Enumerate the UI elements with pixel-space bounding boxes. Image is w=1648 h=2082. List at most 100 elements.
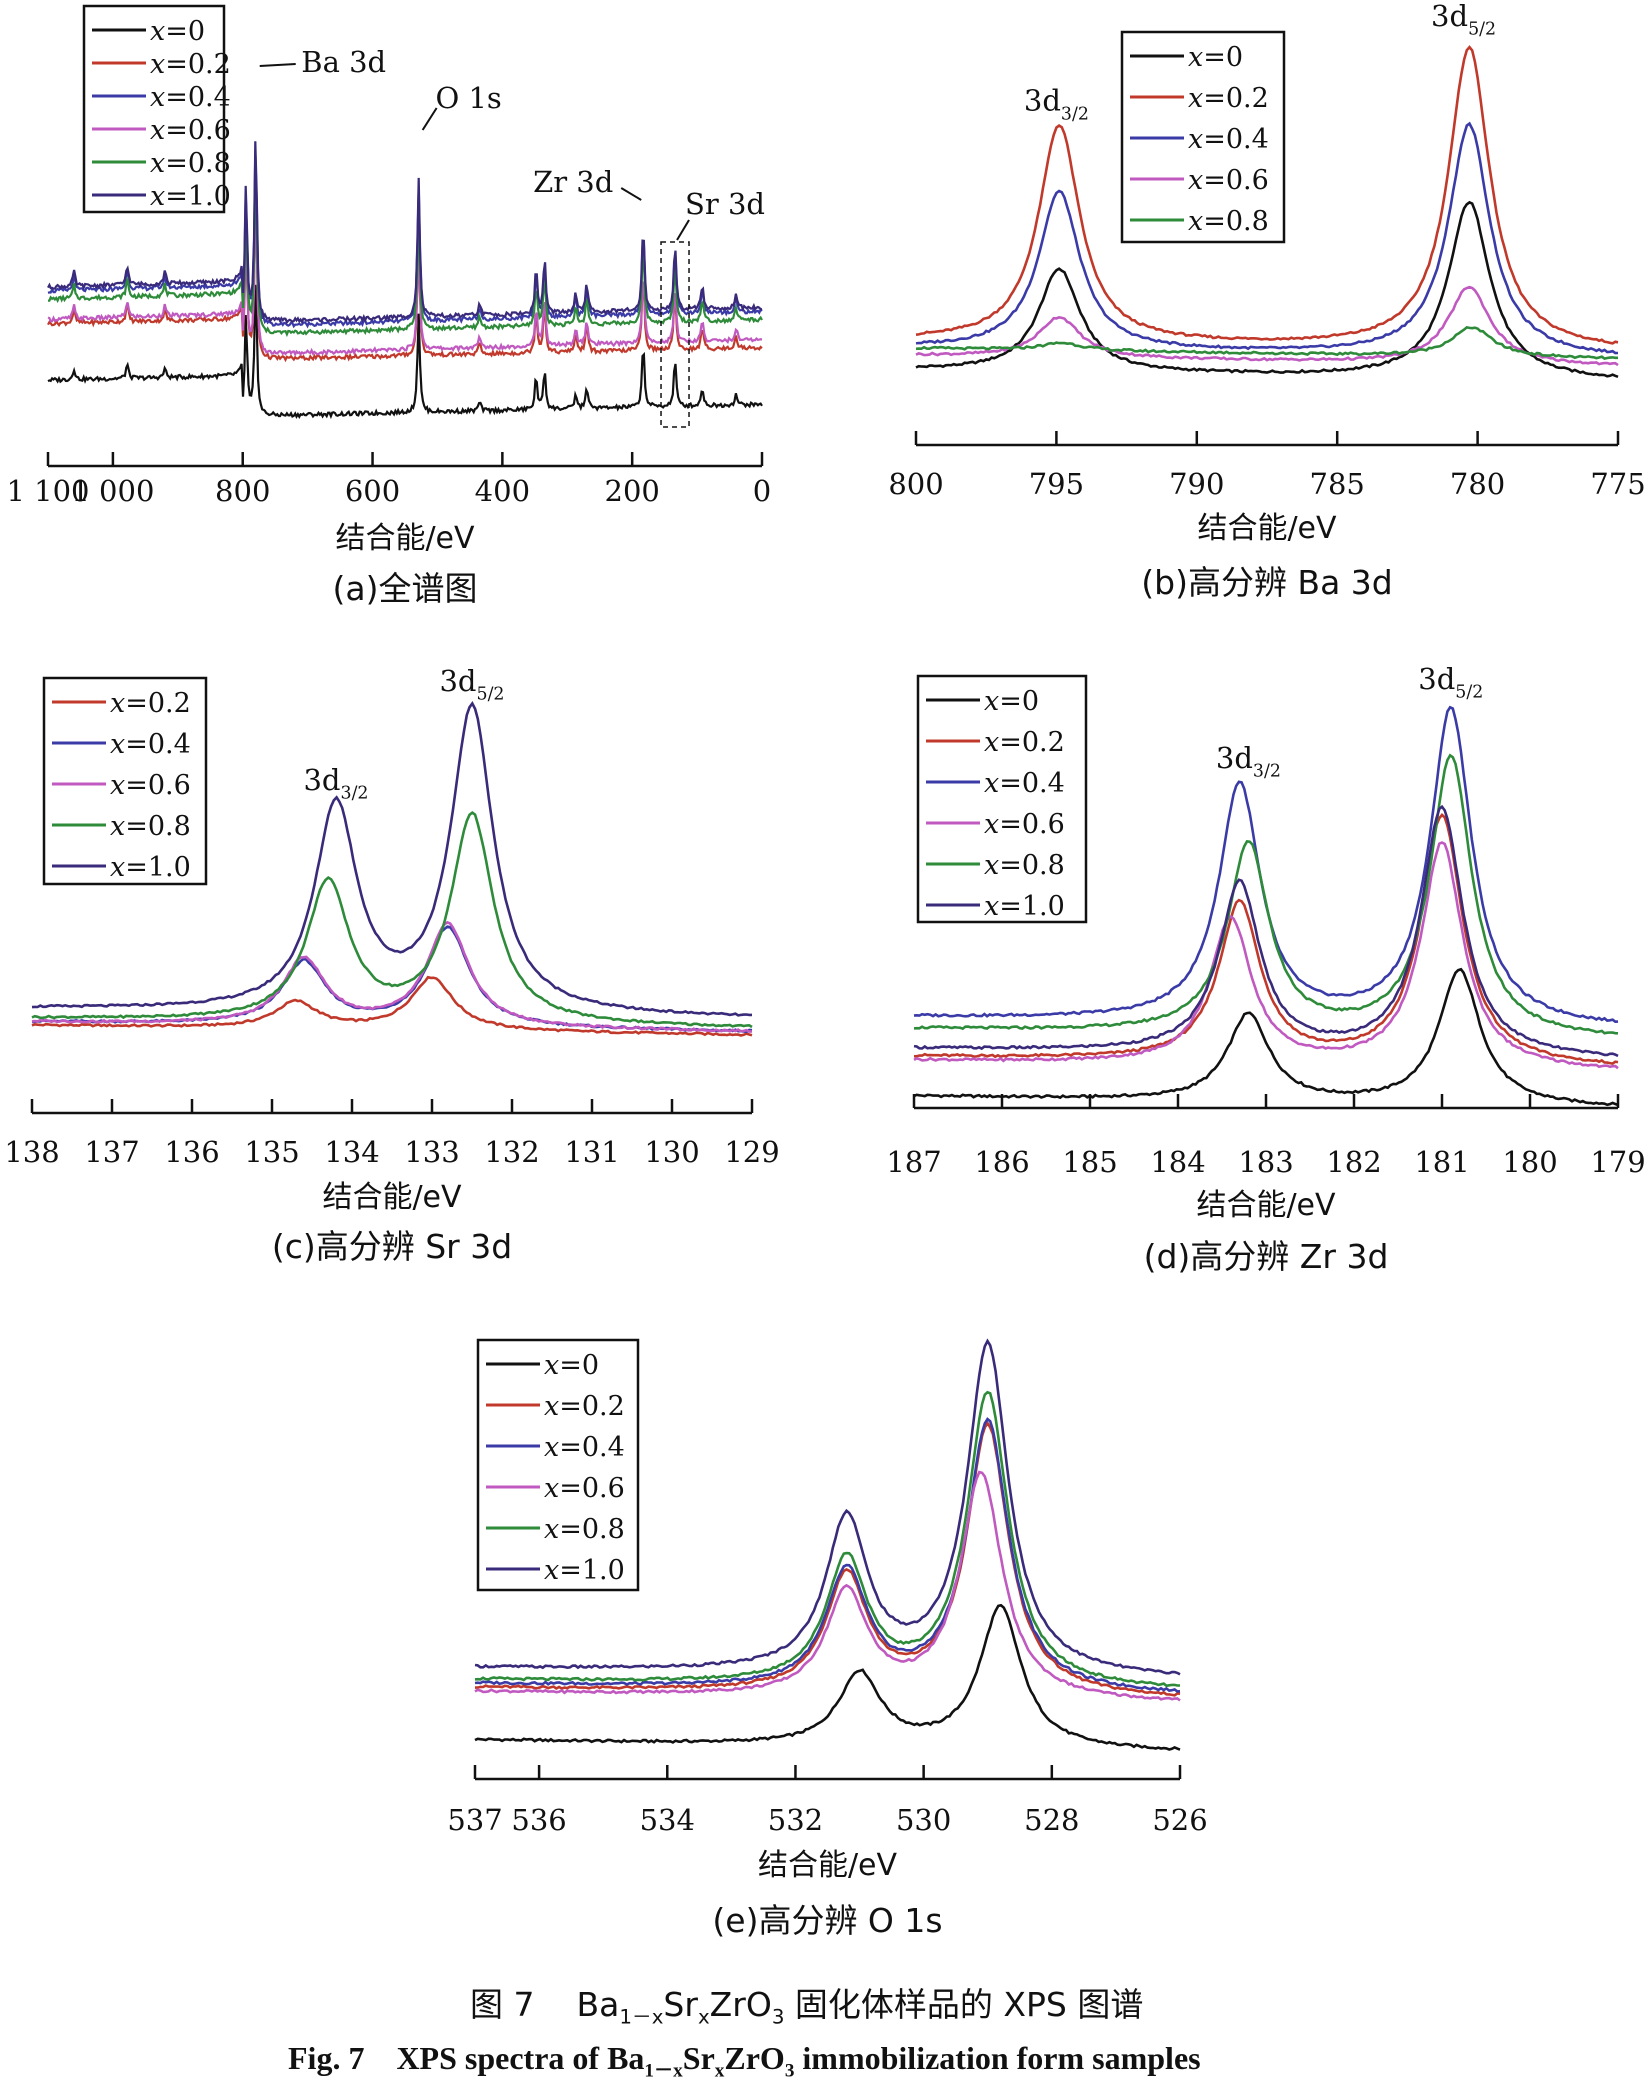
legend-label: x=0.2 [150, 49, 231, 80]
panel-subtitle: (e)高分辨 O 1s [712, 1901, 942, 1940]
peak-label: 3d3/2 [1216, 741, 1281, 782]
peak-label: 3d3/2 [1024, 84, 1089, 125]
legend-label: x=0.6 [984, 809, 1065, 840]
annotation-leader [620, 187, 642, 201]
x-tick-label: 186 [974, 1145, 1029, 1179]
series-line [915, 285, 1619, 367]
legend-label: x=0.4 [1188, 124, 1269, 155]
legend-label: x=0.2 [1188, 83, 1269, 114]
legend-label: x=0.8 [1188, 206, 1269, 237]
series-line [47, 202, 763, 357]
legend-label: x=0 [984, 686, 1039, 717]
x-tick-label: 600 [345, 474, 400, 508]
x-tick-label: 131 [564, 1135, 619, 1169]
annotation-zr3d: Zr 3d [533, 165, 613, 199]
legend-label: x=1.0 [984, 891, 1065, 922]
legend-box [476, 1338, 640, 1592]
x-tick-label: 1 100 [6, 474, 89, 508]
x-tick-label: 181 [1414, 1145, 1469, 1179]
x-tick-label: 183 [1238, 1145, 1293, 1179]
x-tick-label: 537 [447, 1803, 502, 1837]
x-tick-label: 536 [511, 1803, 566, 1837]
x-tick-label: 138 [4, 1135, 59, 1169]
series-line [474, 1470, 1181, 1702]
chart-panel-b: 800 795 790 785 780 775 结合能/eV (b)高分辨 Ba 3d 3d3/… [888, 0, 1645, 602]
legend-label: x=0.2 [110, 688, 191, 719]
x-tick-label: 526 [1152, 1803, 1207, 1837]
annotation-o1s: O 1s [435, 81, 501, 115]
panel-subtitle: (d)高分辨 Zr 3d [1144, 1237, 1389, 1276]
x-tick-label: 129 [724, 1135, 779, 1169]
annotation-leader [259, 63, 296, 67]
panel-subtitle: (a)全谱图 [333, 569, 478, 608]
legend-label: x=0.8 [984, 850, 1065, 881]
legend-label: x=0 [1188, 42, 1243, 73]
legend-label: x=0.4 [110, 729, 191, 760]
x-tick-label: 130 [644, 1135, 699, 1169]
series-line [475, 1420, 1181, 1697]
peak-label: 3d5/2 [1431, 0, 1496, 40]
annotation-leader [421, 107, 438, 131]
legend-label: x=0.4 [984, 768, 1065, 799]
series-line [474, 1603, 1181, 1751]
legend-label: x=0.4 [150, 82, 231, 113]
x-tick-label: 132 [484, 1135, 539, 1169]
figure-caption-en: Fig. 7 XPS spectra of Ba1－xSrxZrO3 immob… [288, 2040, 1201, 2082]
series-line [915, 200, 1619, 379]
x-tick-label: 400 [475, 474, 530, 508]
x-tick-label: 795 [1029, 467, 1084, 501]
panel-subtitle: (b)高分辨 Ba 3d [1141, 563, 1392, 602]
legend: x=0 x=0.2 x=0.4 x=0.6 x=0.8 x=1.0 [916, 674, 1088, 924]
x-tick-label: 1 000 [71, 474, 154, 508]
x-tick-label: 184 [1150, 1145, 1205, 1179]
series-line [913, 753, 1619, 1035]
series-line [31, 810, 753, 1029]
x-tick-label: 185 [1062, 1145, 1117, 1179]
legend-label: x=1.0 [544, 1555, 625, 1586]
x-tick-label: 532 [768, 1803, 823, 1837]
x-tick-label: 187 [886, 1145, 941, 1179]
series-line [915, 121, 1619, 355]
legend-label: x=0.8 [544, 1514, 625, 1545]
legend-box [82, 4, 226, 214]
series-line [474, 1338, 1181, 1676]
x-tick-label: 182 [1326, 1145, 1381, 1179]
series-line [474, 1417, 1181, 1693]
series-line [31, 701, 752, 1017]
series-line [913, 967, 1619, 1107]
x-tick-label: 0 [753, 474, 771, 508]
legend-label: x=0 [150, 16, 205, 47]
legend: x=0x=0.2x=0.4x=0.6x=0.8x=1.0 [476, 1338, 640, 1592]
series-line [474, 1390, 1180, 1688]
formula-cn: Ba1－xSrxZrO3 [576, 1985, 785, 2029]
x-tick-label: 135 [244, 1135, 299, 1169]
series-line [47, 198, 763, 363]
legend: x=0x=0.2x=0.4x=0.6x=0.8x=1.0 [82, 4, 231, 214]
series-line [31, 975, 753, 1037]
x-tick-label: 780 [1450, 467, 1505, 501]
legend: x=0 x=0.2 x=0.4 x=0.6 x=0.8 [1120, 30, 1286, 244]
series-line [913, 813, 1619, 1065]
annotation-sr3d: Sr 3d [685, 187, 765, 221]
legend-label: x=0.2 [544, 1391, 625, 1422]
x-axis-label: 结合能/eV [1197, 511, 1337, 546]
chart-panel-d: 187 186 185 184 183 182 181 180 179 结合能/eV (d)高分辨 … [886, 662, 1645, 1276]
legend-label: x=0.8 [150, 148, 231, 179]
x-tick-label: 530 [896, 1803, 951, 1837]
series-line [47, 141, 763, 325]
peak-label: 3d3/2 [303, 763, 368, 804]
series-line [915, 45, 1619, 345]
x-tick-label: 179 [1590, 1145, 1645, 1179]
x-tick-label: 136 [164, 1135, 219, 1169]
legend-label: x=0 [544, 1350, 599, 1381]
series-line [913, 804, 1619, 1058]
x-tick-label: 790 [1169, 467, 1224, 501]
series-line [915, 326, 1618, 360]
zoom-box [660, 241, 690, 428]
legend-label: x=0.6 [150, 115, 231, 146]
x-tick-label: 785 [1310, 467, 1365, 501]
x-axis-label: 结合能/eV [335, 521, 475, 556]
x-tick-label: 134 [324, 1135, 379, 1169]
legend-label: x=0.2 [984, 727, 1065, 758]
